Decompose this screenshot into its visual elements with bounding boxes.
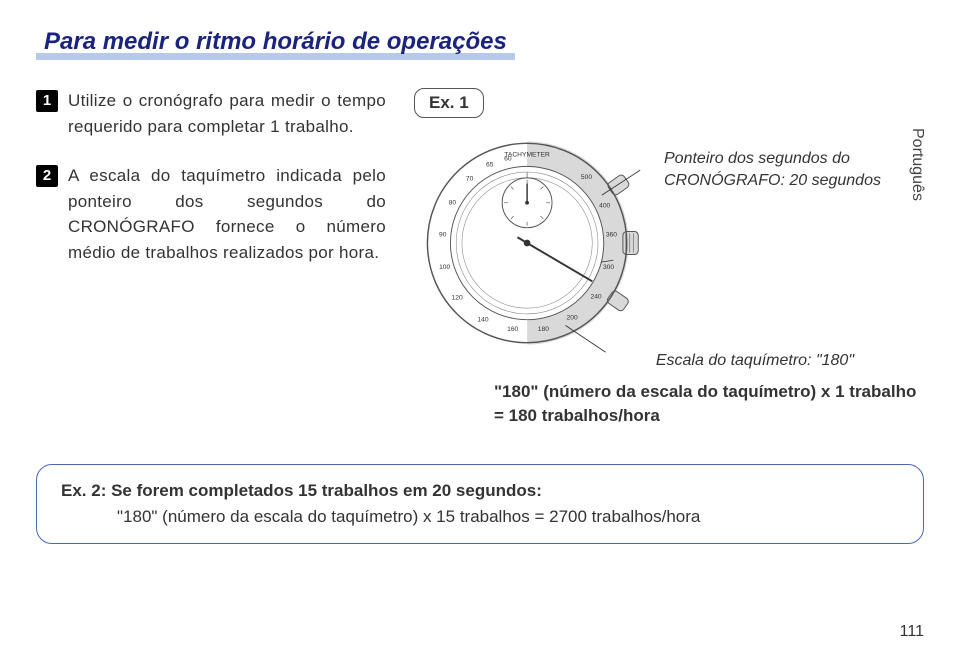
svg-text:160: 160 [507,326,518,333]
svg-text:60: 60 [504,156,512,163]
example-2-result: "180" (número da escala do taquímetro) x… [117,507,899,527]
step-1: 1 Utilize o cronógrafo para medir o temp… [36,88,386,139]
svg-text:200: 200 [567,315,578,322]
step-1-badge: 1 [36,90,58,112]
language-tab: Português [908,128,926,201]
svg-text:100: 100 [439,264,450,271]
svg-text:360: 360 [606,231,617,238]
svg-text:70: 70 [466,176,474,183]
svg-text:90: 90 [439,231,447,238]
svg-text:65: 65 [486,161,494,168]
figure-area: TACHYMETER 60 65 70 80 90 100 120 140 16… [414,128,924,358]
example-2-heading: Ex. 2: Se forem completados 15 trabalhos… [61,481,899,501]
step-1-text: Utilize o cronógrafo para medir o tempo … [68,88,386,139]
content-row: 1 Utilize o cronógrafo para medir o temp… [36,88,924,428]
stopwatch-illustration: TACHYMETER 60 65 70 80 90 100 120 140 16… [414,128,644,358]
page-title: Para medir o ritmo horário de operações [36,24,515,60]
svg-text:120: 120 [452,295,463,302]
svg-text:140: 140 [477,317,488,324]
page-number: 111 [900,623,924,641]
svg-text:400: 400 [599,203,610,210]
example-1-result: "180" (número da escala do taquímetro) x… [494,380,924,428]
example-2-box: Ex. 2: Se forem completados 15 trabalhos… [36,464,924,544]
steps-column: 1 Utilize o cronógrafo para medir o temp… [36,88,386,428]
step-2-text: A escala do taquímetro indicada pelo pon… [68,163,386,265]
step-2: 2 A escala do taquímetro indicada pelo p… [36,163,386,265]
example-1-label: Ex. 1 [414,88,484,118]
pointer-annotation: Ponteiro dos segundos do CRONÓGRAFO: 20 … [664,148,924,191]
svg-text:300: 300 [603,264,614,271]
svg-text:240: 240 [590,294,601,301]
svg-text:500: 500 [581,174,592,181]
figure-column: Ex. 1 [414,88,924,428]
step-2-badge: 2 [36,165,58,187]
svg-text:80: 80 [449,200,457,207]
svg-text:180: 180 [538,326,549,333]
